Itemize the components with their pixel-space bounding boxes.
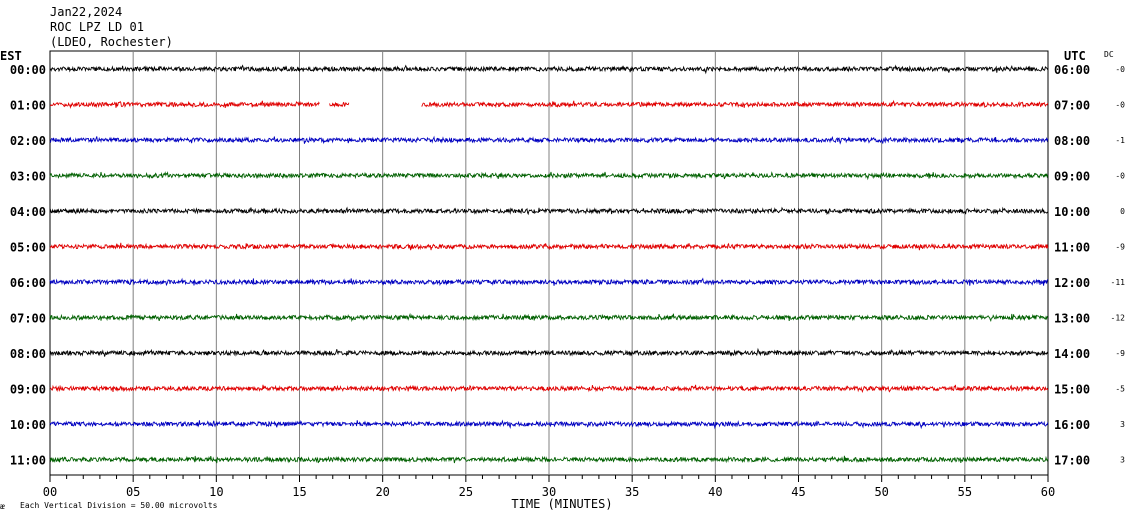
x-tick-label: 50 — [874, 485, 888, 499]
x-tick-label: 40 — [708, 485, 722, 499]
utc-label: 12:00 — [1054, 276, 1090, 290]
utc-label: 15:00 — [1054, 383, 1090, 397]
x-tick-label: 25 — [459, 485, 473, 499]
est-label: 03:00 — [10, 170, 46, 184]
utc-label: 07:00 — [1054, 99, 1090, 113]
utc-label: 06:00 — [1054, 63, 1090, 77]
dc-value: 3 — [1120, 456, 1125, 465]
trace-row-0200 — [49, 135, 1049, 145]
x-tick-label: 05 — [126, 485, 140, 499]
est-label: 05:00 — [10, 241, 46, 255]
dc-value: -11 — [1111, 278, 1126, 287]
x-tick-label: 20 — [375, 485, 389, 499]
trace-row-0400 — [49, 206, 1049, 216]
est-label: 08:00 — [10, 347, 46, 361]
x-tick-label: 55 — [958, 485, 972, 499]
footer-note: Each Vertical Division = 50.00 microvolt… — [20, 501, 218, 510]
trace-row-1000 — [49, 419, 1049, 430]
utc-label: 09:00 — [1054, 170, 1090, 184]
dc-value: 3 — [1120, 420, 1125, 429]
trace-row-0500 — [49, 242, 1049, 251]
dc-values: -0 -0 -1 -0 0 -9 -11 -12 -9 -5 3 3 — [1111, 65, 1126, 465]
est-label: 04:00 — [10, 205, 46, 219]
est-label: 00:00 — [10, 63, 46, 77]
utc-label: 10:00 — [1054, 205, 1090, 219]
dc-value: -0 — [1115, 65, 1125, 74]
trace-row-0300 — [49, 171, 1049, 181]
utc-label: 11:00 — [1054, 241, 1090, 255]
x-tick-label: 60 — [1041, 485, 1055, 499]
utc-label: 17:00 — [1054, 454, 1090, 468]
x-tick-label: 35 — [625, 485, 639, 499]
est-label: 07:00 — [10, 312, 46, 326]
trace-row-0000 — [49, 64, 1049, 75]
est-label: 02:00 — [10, 134, 46, 148]
est-label: 01:00 — [10, 99, 46, 113]
dc-value: 0 — [1120, 207, 1125, 216]
trace-row-0900 — [49, 384, 1049, 394]
est-label: 06:00 — [10, 276, 46, 290]
trace-row-0800 — [49, 347, 1049, 357]
dc-value: -9 — [1115, 349, 1125, 358]
minor-ticks — [49, 475, 1049, 482]
dc-value: -0 — [1115, 101, 1125, 110]
utc-label: 16:00 — [1054, 418, 1090, 432]
est-label: 11:00 — [10, 454, 46, 468]
left-zone-label: EST — [0, 49, 22, 63]
right-zone-label: UTC — [1064, 49, 1086, 63]
trace-row-1100 — [49, 455, 1049, 464]
x-tick-labels: 00 05 10 15 20 25 30 35 40 45 50 55 60 — [43, 485, 1055, 499]
x-tick-label: 30 — [542, 485, 556, 499]
dc-value: -9 — [1115, 243, 1125, 252]
x-tick-label: 00 — [43, 485, 57, 499]
utc-label: 13:00 — [1054, 312, 1090, 326]
vertical-gridlines — [132, 51, 966, 475]
utc-labels: 06:00 07:00 08:00 09:00 10:00 11:00 12:00 13:00… — [1054, 63, 1090, 468]
trace-row-0600 — [49, 277, 1049, 287]
x-axis-label: TIME (MINUTES) — [511, 497, 612, 511]
traces — [49, 64, 1049, 464]
utc-label: 14:00 — [1054, 347, 1090, 361]
trace-row-0700 — [49, 312, 1049, 323]
x-tick-label: 45 — [791, 485, 805, 499]
corner-mark: ᴂ — [0, 502, 5, 511]
x-tick-label: 10 — [209, 485, 223, 499]
utc-label: 08:00 — [1054, 134, 1090, 148]
dc-header: DC — [1104, 50, 1114, 59]
dc-value: -0 — [1115, 172, 1125, 181]
est-label: 09:00 — [10, 383, 46, 397]
header-station: ROC LPZ LD 01 — [50, 20, 144, 34]
trace-row-0100 — [49, 99, 1049, 109]
dc-value: -1 — [1115, 136, 1125, 145]
est-label: 10:00 — [10, 418, 46, 432]
dc-value: -5 — [1115, 385, 1125, 394]
est-labels: 00:00 01:00 02:00 03:00 04:00 05:00 06:00 07:00… — [10, 63, 46, 468]
x-tick-label: 15 — [292, 485, 306, 499]
dc-value: -12 — [1111, 314, 1126, 323]
header-network: (LDEO, Rochester) — [50, 35, 173, 49]
header-date: Jan22,2024 — [50, 5, 122, 19]
